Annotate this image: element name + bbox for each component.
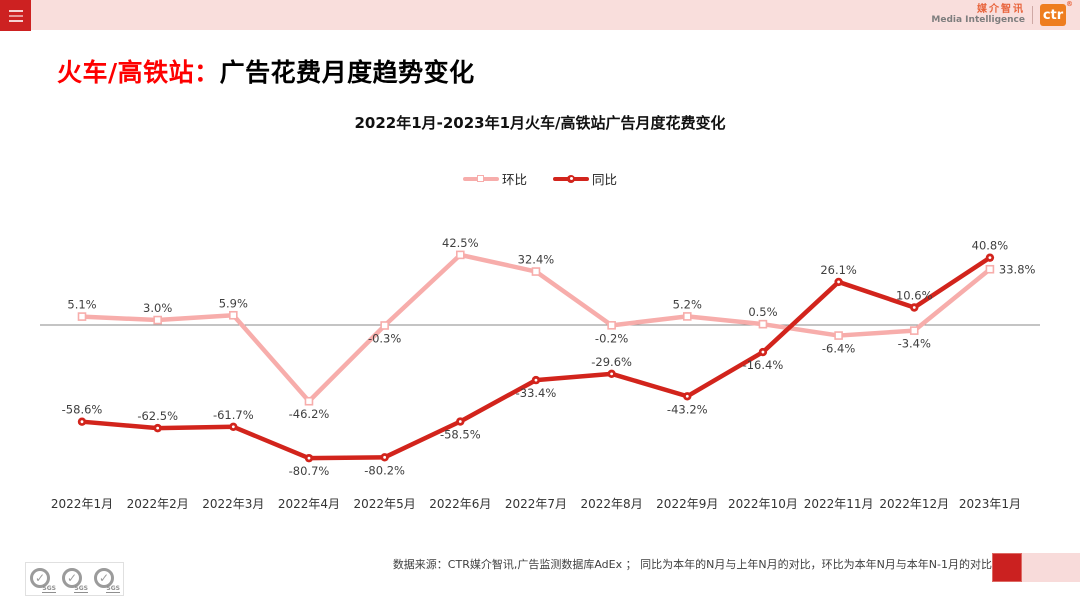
trend-chart: 5.1% 3.0% 5.9% -46.2% -0.3% 42.5% 32.4% -0.2% 5.… [40, 236, 1040, 511]
page-title-highlight: 火车/高铁站： [57, 58, 220, 87]
svg-text:2022年8月: 2022年8月 [581, 497, 643, 511]
svg-text:-62.5%: -62.5% [137, 409, 178, 423]
svg-text:5.9%: 5.9% [219, 296, 248, 310]
svg-text:5.1%: 5.1% [67, 298, 96, 312]
svg-text:26.1%: 26.1% [820, 263, 857, 277]
svg-text:33.8%: 33.8% [999, 263, 1036, 277]
footer-pink-square [1022, 553, 1080, 582]
sgs-logo-icon: ✓ SGS [61, 566, 88, 593]
data-source-note: 数据来源：CTR媒介智讯,广告监测数据库AdEx ； 同比为本年的N月与上年N月… [392, 558, 992, 571]
svg-text:40.8%: 40.8% [972, 239, 1009, 253]
svg-text:-0.3%: -0.3% [368, 331, 401, 345]
brand-name-en: Media Intelligence [931, 14, 1025, 25]
svg-text:2022年5月: 2022年5月 [354, 497, 416, 511]
chart-legend: 环比 同比 [0, 169, 1080, 188]
svg-text:2022年9月: 2022年9月 [656, 497, 718, 511]
svg-text:10.6%: 10.6% [896, 289, 933, 303]
svg-text:2022年4月: 2022年4月 [278, 497, 340, 511]
svg-text:-0.2%: -0.2% [595, 331, 628, 345]
chart-area: 5.1% 3.0% 5.9% -46.2% -0.3% 42.5% 32.4% -0.2% 5.… [0, 190, 1080, 520]
brand-name-cn: 媒介智讯 [977, 4, 1025, 16]
svg-text:42.5%: 42.5% [442, 236, 479, 250]
svg-text:-61.7%: -61.7% [213, 408, 254, 422]
svg-text:2022年1月: 2022年1月 [51, 497, 113, 511]
svg-text:0.5%: 0.5% [748, 305, 777, 319]
top-bar: 媒介智讯 Media Intelligence ctr ® [0, 0, 1080, 31]
svg-text:-29.6%: -29.6% [591, 355, 632, 369]
brand-divider [1032, 6, 1033, 24]
svg-text:2022年10月: 2022年10月 [728, 497, 798, 511]
footer-red-square [992, 553, 1022, 582]
svg-text:-3.4%: -3.4% [898, 337, 931, 351]
legend-item-环比[interactable]: 环比 [462, 169, 527, 188]
svg-text:2022年3月: 2022年3月 [202, 497, 264, 511]
svg-text:-80.2%: -80.2% [364, 463, 405, 477]
sgs-logo-icon: ✓ SGS [29, 566, 56, 593]
ctr-logo: ctr ® [1040, 0, 1073, 26]
svg-text:-58.5%: -58.5% [440, 428, 481, 442]
svg-text:32.4%: 32.4% [518, 253, 555, 267]
svg-text:-58.6%: -58.6% [62, 403, 103, 417]
registered-mark: ® [1066, 0, 1073, 8]
page-title: 火车/高铁站：广告花费月度趋势变化 [57, 53, 475, 89]
svg-text:2022年12月: 2022年12月 [879, 497, 949, 511]
svg-text:2022年7月: 2022年7月 [505, 497, 567, 511]
legend-marker-icon [476, 174, 484, 182]
svg-text:-46.2%: -46.2% [289, 407, 330, 421]
svg-text:5.2%: 5.2% [673, 297, 702, 311]
legend-item-同比[interactable]: 同比 [553, 169, 617, 188]
legend-label: 环比 [501, 172, 527, 187]
sgs-logo-icon: ✓ SGS [93, 566, 120, 593]
svg-text:2022年6月: 2022年6月 [429, 497, 491, 511]
svg-text:2023年1月: 2023年1月 [959, 497, 1021, 511]
svg-text:-80.7%: -80.7% [289, 464, 330, 478]
svg-text:2022年11月: 2022年11月 [804, 497, 874, 511]
legend-marker-icon [567, 174, 575, 183]
svg-text:2022年2月: 2022年2月 [127, 497, 189, 511]
chart-title: 2022年1月-2023年1月火车/高铁站广告月度花费变化 [354, 114, 726, 132]
svg-text:-16.4%: -16.4% [743, 358, 784, 372]
brand-logo: 媒介智讯 Media Intelligence ctr ® [931, 0, 1073, 30]
svg-text:3.0%: 3.0% [143, 301, 172, 315]
page-title-rest: 广告花费月度趋势变化 [219, 58, 475, 87]
sgs-certification-logos: ✓ SGS ✓ SGS ✓ SGS [25, 562, 124, 596]
legend-label: 同比 [592, 172, 618, 187]
svg-text:-6.4%: -6.4% [822, 342, 855, 356]
svg-text:-43.2%: -43.2% [667, 402, 708, 416]
svg-text:-33.4%: -33.4% [516, 386, 557, 400]
hamburger-menu-icon[interactable] [0, 0, 31, 31]
